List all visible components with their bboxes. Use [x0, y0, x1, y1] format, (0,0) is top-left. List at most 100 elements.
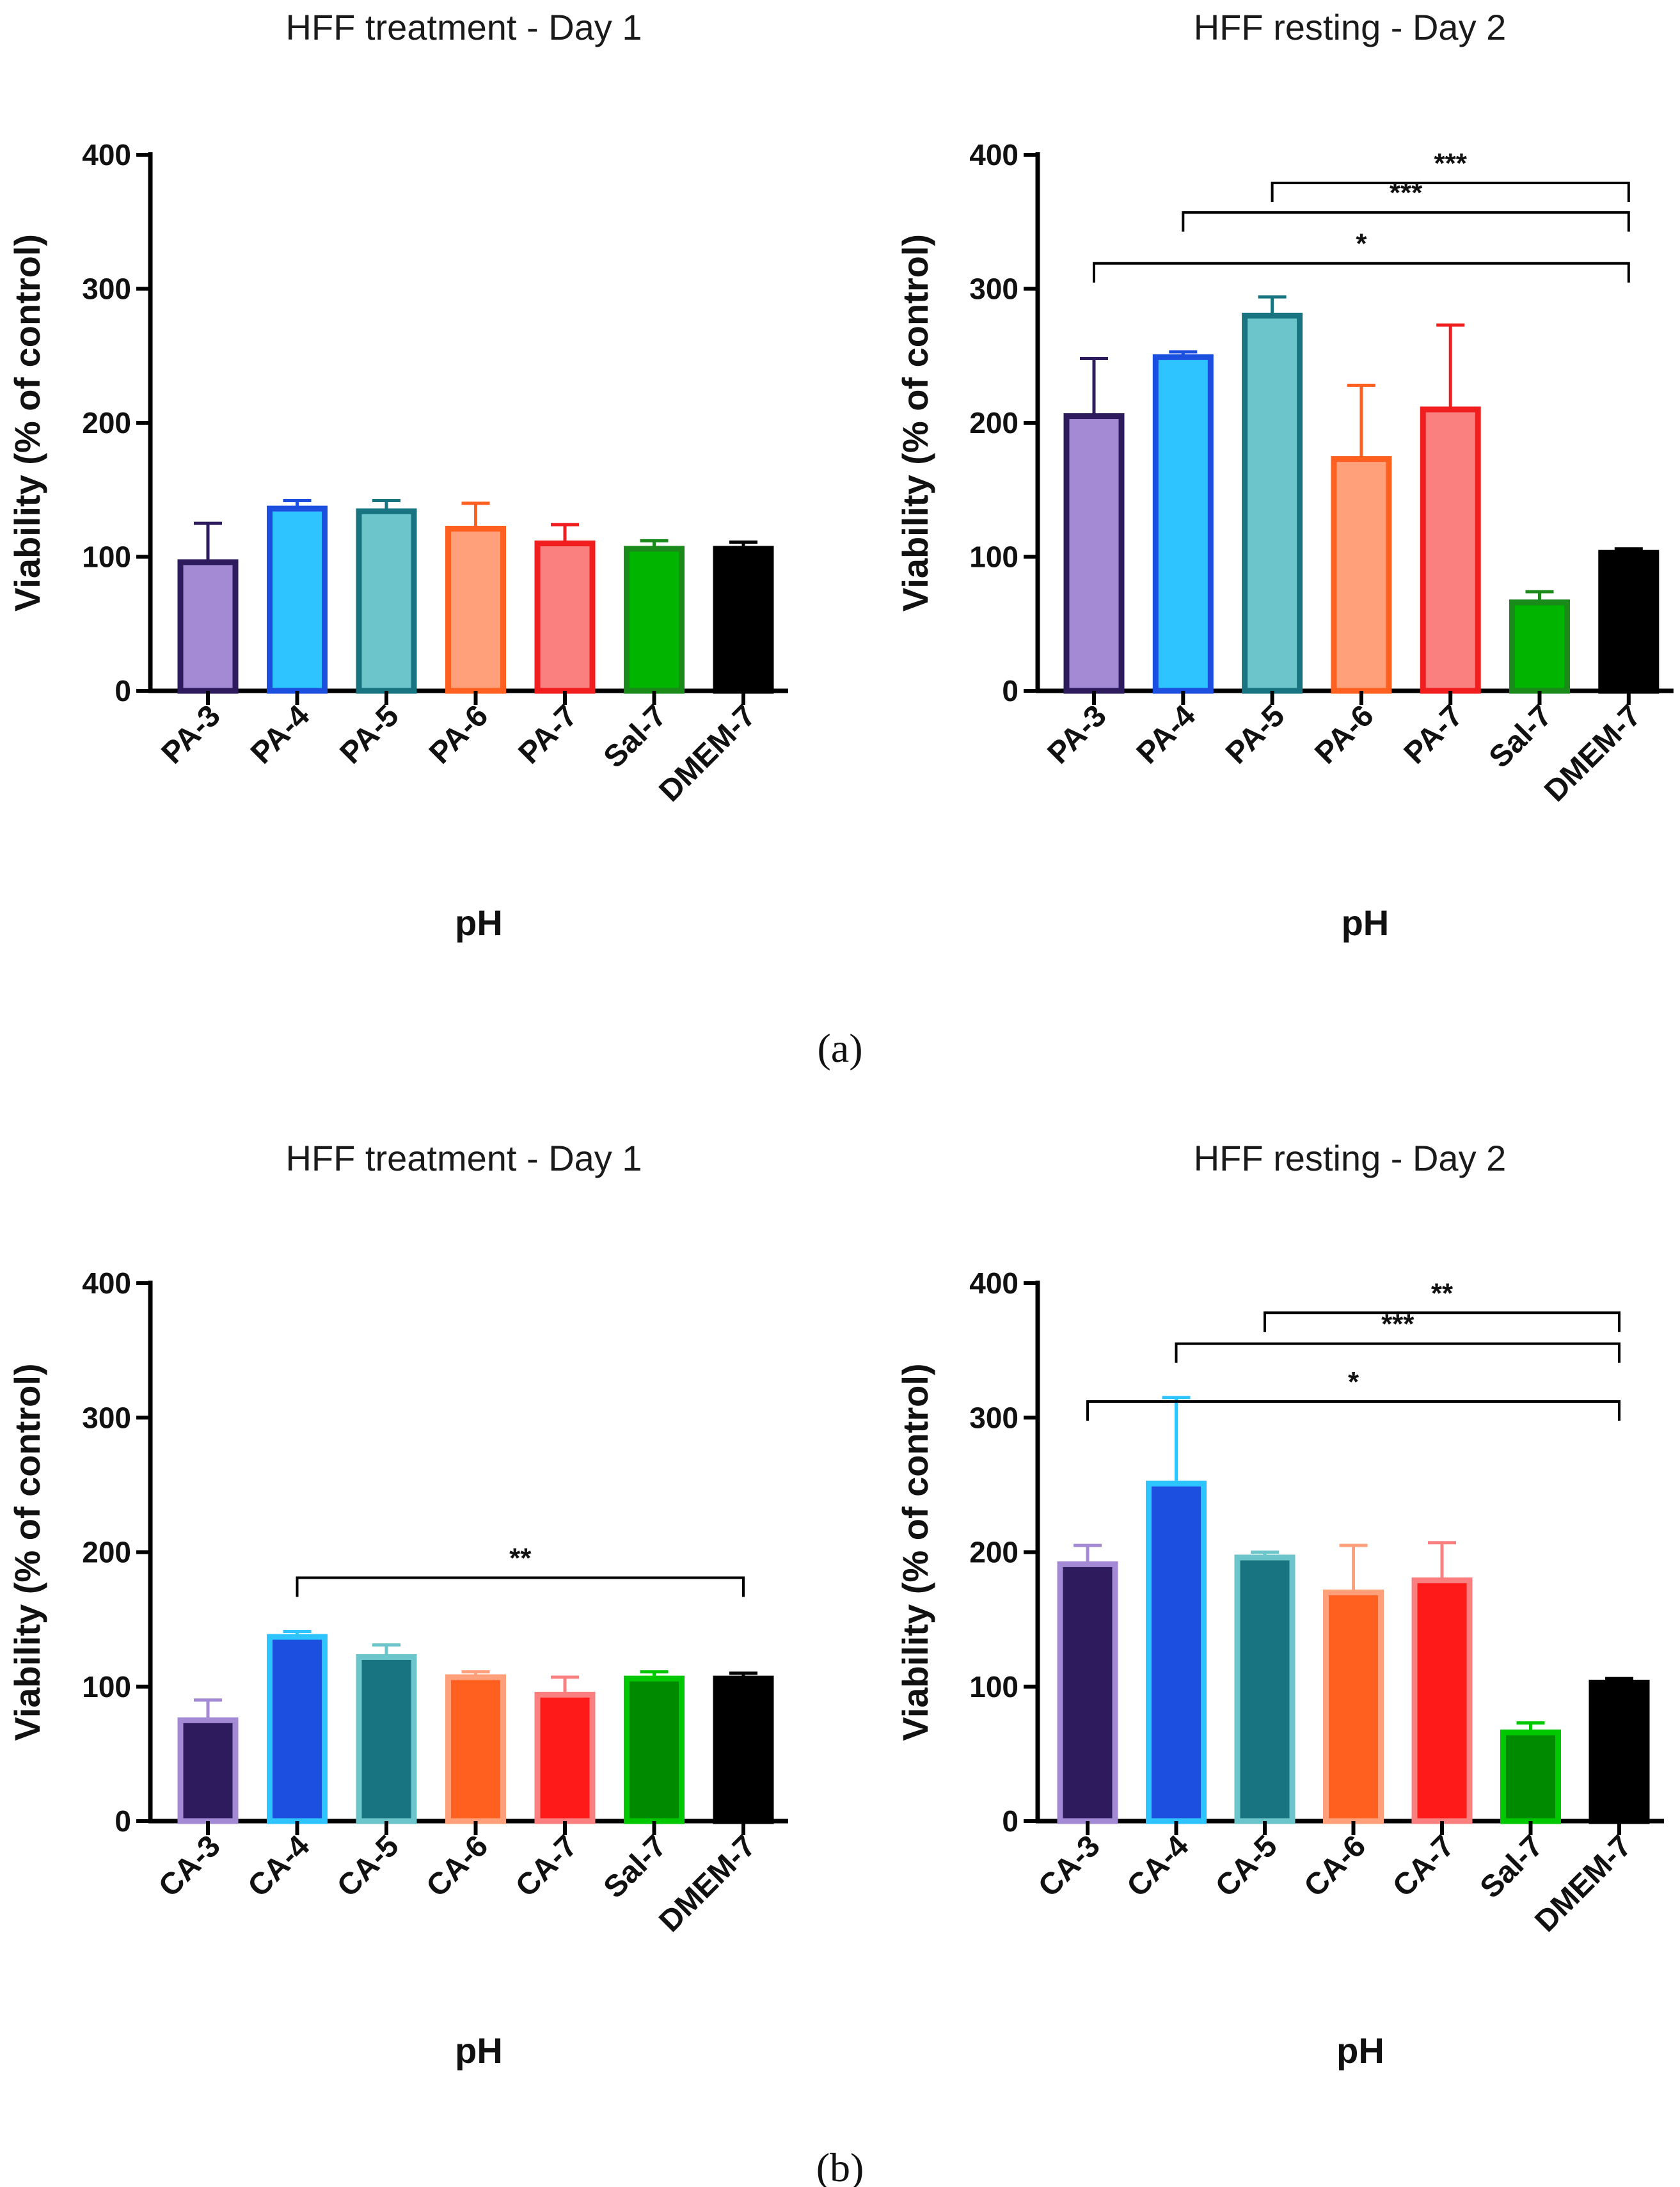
significance-label: *	[1356, 228, 1367, 260]
bar-ca-7	[1411, 1577, 1473, 1824]
y-tick-label: 400	[969, 1267, 1018, 1300]
y-tick-label: 400	[82, 138, 131, 171]
y-axis-label: Viability (% of control)	[895, 1363, 935, 1741]
bar-pa-5	[356, 508, 417, 694]
y-tick-label: 300	[969, 272, 1018, 306]
x-tick-label: CA-4	[1121, 1829, 1196, 1904]
x-tick-label: Sal-7	[1483, 699, 1559, 775]
y-tick-label: 200	[969, 406, 1018, 439]
x-tick-label: PA-3	[1041, 699, 1113, 770]
significance-bracket	[1264, 1311, 1621, 1332]
significance-label: ***	[1434, 148, 1468, 179]
x-tick-label: CA-4	[242, 1829, 317, 1904]
x-tick-label: PA-6	[423, 699, 495, 770]
x-tick-label: Sal-7	[598, 1829, 674, 1905]
bar-ca-5	[1234, 1554, 1296, 1824]
x-tick-label: PA-7	[1398, 699, 1470, 770]
x-tick-label: PA-5	[1219, 699, 1291, 770]
chart-title: HFF treatment - Day 1	[285, 1138, 642, 1178]
chart-title: HFF resting - Day 2	[1194, 1138, 1507, 1178]
bar-pa-7	[534, 541, 596, 694]
x-tick-label: PA-5	[333, 699, 405, 770]
x-tick-label: DMEM-7	[653, 1829, 762, 1938]
x-tick-label: CA-7	[1386, 1829, 1461, 1904]
bar-pa-3	[177, 559, 239, 694]
x-tick-label: PA-4	[1130, 699, 1203, 771]
x-tick-label: DMEM-7	[1538, 699, 1647, 808]
panel-label-b: (b)	[816, 2145, 864, 2187]
bar-ca-6	[1323, 1590, 1384, 1824]
x-tick-label: CA-7	[509, 1829, 584, 1904]
bar-ca-3	[1057, 1561, 1118, 1824]
x-axis-label: pH	[1336, 2030, 1384, 2071]
x-tick-label: PA-6	[1308, 699, 1380, 770]
x-tick-label: CA-5	[331, 1829, 406, 1904]
y-tick-label: 400	[969, 138, 1018, 171]
x-tick-label: CA-3	[152, 1829, 227, 1904]
bar-pa-7	[1420, 406, 1481, 694]
bar-ca-4	[1146, 1480, 1207, 1824]
chart-2: HFF resting - Day 2 Viability (% of contr…	[895, 7, 1674, 943]
significance-bracket	[1175, 1342, 1621, 1363]
x-tick-label: CA-3	[1032, 1829, 1107, 1904]
bar-ca-4	[267, 1634, 328, 1824]
bar-dmem-7	[713, 546, 774, 694]
y-tick-label: 100	[969, 541, 1018, 574]
x-tick-label: PA-7	[512, 699, 583, 770]
significance-label: ***	[1390, 177, 1423, 209]
chart-3: HFF treatment - Day 1 Viability (% of con…	[7, 1138, 788, 2071]
significance-bracket	[1271, 181, 1630, 202]
x-tick-label: DMEM-7	[1528, 1829, 1638, 1938]
significance-bracket	[296, 1576, 745, 1597]
x-axis-label: pH	[455, 2030, 503, 2071]
y-tick-label: 0	[115, 1804, 131, 1838]
x-axis-label: pH	[1342, 903, 1390, 943]
y-tick-label: 300	[82, 272, 131, 306]
y-tick-label: 100	[82, 1670, 131, 1703]
y-axis-label: Viability (% of control)	[895, 234, 935, 612]
bar-pa-4	[1152, 354, 1214, 694]
significance-label: **	[1431, 1277, 1454, 1309]
bar-pa-4	[267, 505, 328, 694]
chart-title: HFF resting - Day 2	[1194, 7, 1507, 47]
bar-dmem-7	[713, 1675, 774, 1824]
significance-bracket	[1086, 1400, 1621, 1421]
bar-dmem-7	[1589, 1679, 1650, 1824]
bar-ca-5	[356, 1654, 417, 1824]
x-tick-label: DMEM-7	[653, 699, 762, 808]
significance-label: *	[1348, 1366, 1359, 1398]
bar-sal-7	[1509, 599, 1570, 694]
y-tick-label: 200	[969, 1536, 1018, 1569]
y-tick-label: 200	[82, 1536, 131, 1569]
x-tick-label: PA-4	[244, 699, 317, 771]
x-tick-label: CA-5	[1209, 1829, 1284, 1904]
bar-ca-7	[534, 1691, 596, 1824]
panel-label-a: (a)	[817, 1025, 862, 1071]
chart-4: HFF resting - Day 2 Viability (% of contr…	[895, 1138, 1664, 2071]
y-tick-label: 100	[82, 541, 131, 574]
bar-sal-7	[624, 546, 685, 694]
y-tick-label: 0	[1002, 1804, 1018, 1838]
y-axis-label: Viability (% of control)	[7, 234, 47, 612]
bar-sal-7	[624, 1675, 685, 1824]
bar-sal-7	[1500, 1729, 1561, 1824]
bar-pa-3	[1063, 413, 1125, 694]
y-tick-label: 400	[82, 1267, 131, 1300]
bar-pa-6	[1331, 456, 1392, 694]
significance-label: ***	[1381, 1309, 1415, 1340]
bar-pa-5	[1242, 312, 1303, 694]
y-tick-label: 0	[1002, 674, 1018, 707]
bar-dmem-7	[1598, 549, 1660, 694]
x-tick-label: PA-3	[155, 699, 226, 770]
y-tick-label: 200	[82, 406, 131, 439]
x-tick-label: Sal-7	[1474, 1829, 1550, 1905]
significance-bracket	[1182, 211, 1630, 232]
y-axis-label: Viability (% of control)	[7, 1363, 47, 1741]
y-tick-label: 0	[115, 674, 131, 707]
chart-1: HFF treatment - Day 1 Viability (% of con…	[7, 7, 788, 943]
significance-label: **	[509, 1542, 532, 1574]
y-tick-label: 300	[82, 1401, 131, 1434]
x-axis-label: pH	[455, 903, 503, 943]
x-tick-label: CA-6	[420, 1829, 495, 1904]
